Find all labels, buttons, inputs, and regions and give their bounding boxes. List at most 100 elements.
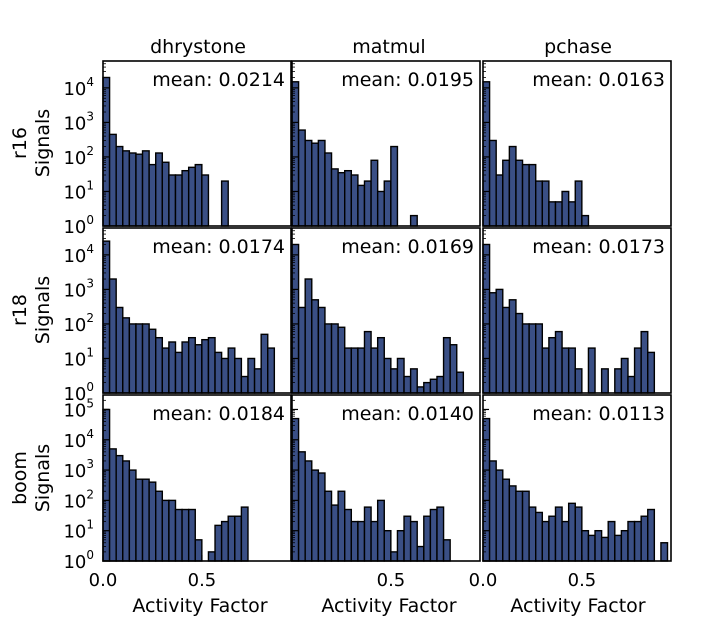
histogram-bar: [135, 478, 144, 562]
histogram-bar: [174, 351, 183, 394]
histogram-bar: [502, 306, 511, 394]
column-title: matmul: [352, 36, 425, 58]
column-titles: dhrystone matmul pchase: [150, 36, 612, 58]
histogram-bar: [561, 347, 570, 394]
histogram-bar: [108, 133, 117, 227]
histogram-bar: [363, 330, 372, 394]
histogram-bar: [240, 506, 249, 562]
histogram-bar: [227, 515, 236, 562]
histogram-bar: [155, 490, 164, 562]
histogram-panel: 100 101 102 103 104 mean: 0.0214: [63, 60, 292, 238]
histogram-bar: [148, 163, 157, 227]
histogram-bar: [554, 330, 563, 394]
histogram-bar: [640, 515, 649, 562]
mean-annotation: mean: 0.0184: [152, 403, 285, 425]
histogram-bar: [574, 368, 583, 394]
x-tick-label: 0.0: [89, 570, 118, 591]
histogram-bar: [383, 180, 392, 227]
histogram-bar: [102, 76, 111, 227]
histogram-panel: mean: 0.0195: [291, 60, 481, 227]
y-tick-label: 103: [63, 276, 94, 301]
histogram-panel: mean: 0.0173: [482, 227, 672, 394]
axes-frame: [291, 60, 481, 227]
histogram-bar: [128, 323, 137, 394]
histogram-bar: [508, 299, 517, 394]
axes-frame: [102, 60, 292, 227]
histogram-bar: [122, 150, 131, 227]
histogram-bar: [135, 323, 144, 394]
histogram-bar: [304, 460, 313, 562]
histogram-bar: [561, 520, 570, 562]
histogram-bar: [620, 357, 629, 394]
axes-frame: [482, 60, 672, 227]
column-title: dhrystone: [150, 36, 246, 58]
histogram-bar: [660, 542, 669, 562]
x-tick-label: 0.0: [469, 570, 498, 591]
mean-annotation: mean: 0.0214: [152, 69, 285, 91]
histogram-bar: [174, 174, 183, 227]
row-label: r16: [9, 127, 31, 159]
histogram-panel: 100 101 102 103 104 105 0.0 0.5 mean: 0.0184: [63, 394, 292, 591]
y-tick-label: 100: [63, 213, 94, 238]
histogram-bar: [201, 174, 210, 227]
histogram-bar: [409, 520, 418, 562]
histogram-bar: [168, 174, 177, 227]
histogram-bar: [247, 357, 256, 394]
row-label-signals: Signals: [32, 276, 54, 344]
histogram-bar: [436, 506, 445, 562]
axes-frame: [482, 227, 672, 394]
histogram-bar: [304, 278, 313, 394]
histogram-bar: [423, 381, 432, 394]
axes-frame: [102, 394, 292, 562]
histogram-bar: [350, 520, 359, 562]
histogram-bar: [102, 240, 111, 394]
histogram-bar: [148, 481, 157, 562]
mean-annotation: mean: 0.0113: [532, 403, 665, 425]
histogram-bar: [141, 150, 150, 227]
histogram-bar: [587, 347, 596, 394]
y-tick-label: 102: [63, 487, 94, 512]
axes-frame: [102, 227, 292, 394]
histogram-bar: [330, 504, 339, 562]
histogram-bar: [214, 524, 223, 562]
histogram-bar: [350, 347, 359, 394]
histogram-bar: [155, 152, 164, 227]
histogram-bar: [141, 478, 150, 562]
histogram-bar: [600, 368, 609, 394]
histogram-bar: [330, 323, 339, 394]
histogram-bar: [495, 288, 504, 394]
histogram-bar: [495, 174, 504, 227]
histogram-bar: [161, 499, 170, 562]
histogram-bar: [396, 529, 405, 562]
histogram-bar: [403, 515, 412, 562]
histogram-bar: [115, 454, 124, 562]
histogram-bar: [508, 485, 517, 562]
column-title: pchase: [544, 36, 612, 58]
histogram-bar: [429, 378, 438, 394]
histogram-panel: 0.0 0.5 mean: 0.0113: [469, 394, 672, 591]
histogram-bar: [330, 168, 339, 227]
histogram-bar: [240, 375, 249, 394]
histogram-bar: [567, 502, 576, 562]
histogram-bar: [214, 351, 223, 394]
histogram-bar: [168, 341, 177, 394]
histogram-bar: [128, 152, 137, 227]
histogram-bar: [554, 201, 563, 227]
histogram-bar: [108, 278, 117, 394]
y-tick-label: 103: [63, 457, 94, 482]
histogram-bar: [122, 460, 131, 562]
histogram-bar: [267, 347, 276, 394]
histogram-bar: [350, 174, 359, 227]
histogram-bar: [528, 163, 537, 227]
mean-annotation: mean: 0.0169: [341, 236, 474, 258]
histogram-bar: [304, 139, 313, 227]
y-tick-label: 101: [63, 518, 94, 543]
histogram-bar: [227, 347, 236, 394]
histogram-panel: mean: 0.0163: [482, 60, 672, 227]
histogram-bar: [311, 142, 320, 227]
histogram-bar: [115, 306, 124, 394]
histogram-bar: [528, 323, 537, 394]
histogram-bar: [363, 180, 372, 227]
histogram-bar: [324, 323, 333, 394]
histogram-bar: [174, 508, 183, 562]
